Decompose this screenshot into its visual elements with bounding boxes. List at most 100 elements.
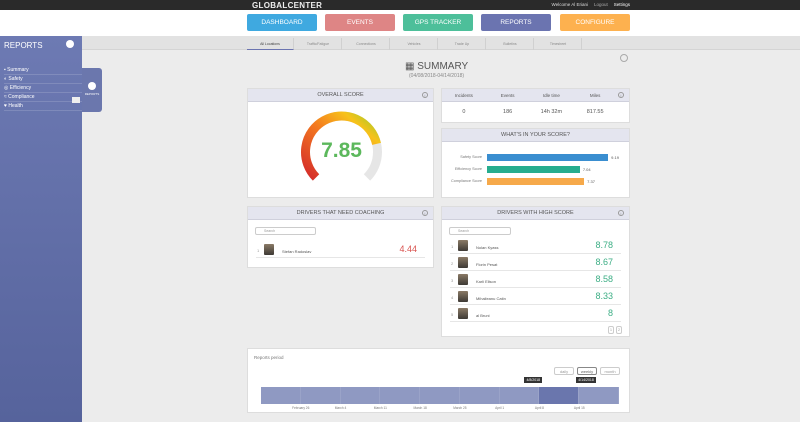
driver-name[interactable]: Nolan Kyass <box>476 245 499 250</box>
timeline-segment[interactable] <box>261 387 301 404</box>
subtab[interactable]: Traffic/Fatigue <box>295 38 342 50</box>
driver-name[interactable]: Mihaileanu Catin <box>476 296 506 301</box>
driver-avatar <box>458 308 468 319</box>
page-2-button[interactable]: 2 <box>616 326 622 334</box>
driver-row[interactable]: 4 Mihaileanu Catin 8.33 <box>450 288 621 305</box>
driver-row[interactable]: 2 Florin Pesat 8.67 <box>450 254 621 271</box>
driver-score: 8.67 <box>595 257 613 267</box>
timeline-tick: March 25 <box>453 406 467 410</box>
timeline-segment[interactable] <box>459 387 500 404</box>
timeline-tick: March 4 <box>334 406 347 410</box>
sidebar-item-compliance[interactable]: ≈ Compliance <box>4 93 82 102</box>
header-links: Welcome Al Eriani Logout Settings <box>520 2 630 7</box>
driver-name[interactable]: al Bruni <box>476 313 490 318</box>
label: Safety <box>8 76 23 82</box>
driver-avatar <box>458 274 468 285</box>
driver-name[interactable]: Karli Ellson <box>476 279 497 284</box>
driver-row[interactable]: 1 Nolan Kyass 8.78 <box>450 237 621 254</box>
miles-label: Miles <box>589 93 601 98</box>
nav-reports[interactable]: REPORTS <box>481 14 551 31</box>
overall-score-value: 7.85 <box>321 139 362 162</box>
subtab[interactable]: Trade Up <box>439 38 486 50</box>
panel-title: Reports period <box>254 355 284 360</box>
info-icon[interactable]: i <box>422 92 428 98</box>
coaching-search-input[interactable]: Search <box>255 227 316 235</box>
driver-rank: 3 <box>451 278 454 283</box>
subtab[interactable]: Bulletins <box>487 38 534 50</box>
subtab[interactable]: Vehicles <box>391 38 438 50</box>
page-1-button[interactable]: 1 <box>608 326 614 334</box>
driver-avatar <box>458 257 468 268</box>
timeline-segment[interactable] <box>499 387 540 404</box>
sidebar <box>0 36 82 422</box>
sidebar-item-efficiency[interactable]: ◎ Efficiency <box>4 84 82 93</box>
high-score-search-input[interactable]: Search <box>449 227 511 235</box>
reports-flyout[interactable]: REPORTS <box>82 68 102 112</box>
driver-score: 8.33 <box>595 291 613 301</box>
driver-rank: 2 <box>451 261 454 266</box>
timeline-segment[interactable] <box>380 387 421 404</box>
subtab[interactable]: Connections <box>343 38 390 50</box>
timeline-segment[interactable] <box>539 387 580 404</box>
overall-score-panel: OVERALL SCORE i 7.85 <box>247 88 434 198</box>
driver-avatar <box>264 244 274 255</box>
stats-header: Incidents Events Idle time Miles i <box>442 89 629 102</box>
panel-title: DRIVERS THAT NEED COACHING <box>296 210 385 216</box>
month-button[interactable]: month <box>600 367 620 375</box>
sidebar-item-safety[interactable]: ◐ Safety <box>4 75 82 84</box>
panel-title: WHAT'S IN YOUR SCORE? <box>442 129 629 142</box>
nav-dashboard[interactable]: DASHBOARD <box>247 14 317 31</box>
nav-gps-tracker[interactable]: GPS TRACKER <box>403 14 473 31</box>
driver-row[interactable]: 3 Karli Ellson 8.58 <box>450 271 621 288</box>
timeline-tick: March 18 <box>413 406 427 410</box>
driver-row[interactable]: 5 al Bruni 8 <box>450 305 621 322</box>
driver-score: 8.78 <box>595 240 613 250</box>
flyout-label: REPORTS <box>84 92 100 96</box>
timeline-segment[interactable] <box>340 387 381 404</box>
info-icon[interactable]: i <box>618 210 624 216</box>
compliance-badge <box>72 97 80 103</box>
sidebar-item-health[interactable]: ♥ Health <box>4 102 82 111</box>
score-bar <box>487 178 585 185</box>
subtab[interactable]: All Locations <box>247 38 294 50</box>
gauge-fill <box>301 111 381 181</box>
score-value: 7.37 <box>587 179 595 184</box>
start-date-tooltip: 4/8/2018 <box>524 377 543 383</box>
score-value: 9.19 <box>611 155 619 160</box>
back-icon[interactable] <box>620 54 628 62</box>
score-label: Safety Score <box>460 155 482 159</box>
score-label: Efficiency Score <box>454 167 482 171</box>
high-score-panel: DRIVERS WITH HIGH SCORE i Search 1 Nolan K… <box>441 206 630 337</box>
sidebar-title: REPORTS <box>4 41 43 50</box>
title-text: SUMMARY <box>417 61 469 72</box>
driver-name[interactable]: Stefan Radoslav <box>282 249 312 254</box>
driver-name[interactable]: Florin Pesat <box>476 262 498 267</box>
page-title: ▦ SUMMARY <box>405 61 469 72</box>
driver-rank: 5 <box>451 312 454 317</box>
timeline-segment[interactable] <box>579 387 619 404</box>
subtab[interactable]: Timesheet <box>535 38 582 50</box>
nav-configure[interactable]: CONFIGURE <box>560 14 630 31</box>
driver-row[interactable]: 1 Stefan Radoslav 4.44 <box>256 241 425 258</box>
pin-icon[interactable] <box>66 40 74 48</box>
placeholder: Search <box>458 229 470 233</box>
logout-link[interactable]: Logout <box>593 2 608 7</box>
score-breakdown-panel: WHAT'S IN YOUR SCORE? Safety Score 9.19 Ef… <box>441 128 630 198</box>
coaching-panel: DRIVERS THAT NEED COACHING i Search 1 Stef… <box>247 206 434 268</box>
driver-score: 8.58 <box>595 274 613 284</box>
info-icon[interactable]: i <box>422 210 428 216</box>
timeline-segment[interactable] <box>300 387 341 404</box>
daily-button[interactable]: daily <box>554 367 574 375</box>
score-bar <box>487 166 580 173</box>
sidebar-item-summary[interactable]: ▪ Summary <box>4 66 82 75</box>
settings-link[interactable]: Settings <box>613 2 630 7</box>
timeline-tick: April 15 <box>573 406 585 410</box>
miles-value: 817.55 <box>586 109 604 115</box>
weekly-button[interactable]: weekly <box>577 367 597 375</box>
timeline-tick: April 1 <box>495 406 505 410</box>
info-icon[interactable]: i <box>618 92 624 98</box>
idle-time-label: Idle time <box>542 93 560 98</box>
nav-events[interactable]: EVENTS <box>325 14 395 31</box>
timeline-segment[interactable] <box>420 387 460 404</box>
idle-time-value: 14h 32m <box>540 109 563 115</box>
